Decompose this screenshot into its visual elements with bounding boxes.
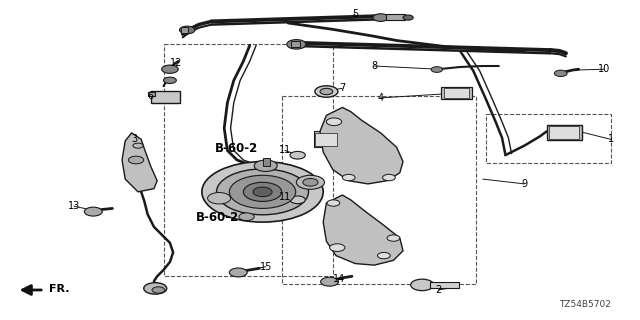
- Circle shape: [254, 160, 277, 172]
- Bar: [486, 114, 611, 163]
- Circle shape: [327, 200, 340, 206]
- Bar: [151, 92, 179, 103]
- Text: 3: 3: [132, 134, 138, 144]
- Circle shape: [290, 196, 305, 204]
- Circle shape: [84, 207, 102, 216]
- Circle shape: [330, 244, 345, 252]
- Text: 11: 11: [279, 146, 291, 156]
- Circle shape: [239, 213, 254, 220]
- Circle shape: [554, 70, 567, 76]
- Circle shape: [315, 86, 338, 97]
- Text: B-60-2: B-60-2: [214, 142, 258, 155]
- Bar: [181, 27, 188, 33]
- Bar: [444, 88, 469, 98]
- Circle shape: [373, 14, 388, 21]
- Circle shape: [253, 187, 272, 197]
- Text: 15: 15: [260, 262, 272, 272]
- Text: 1: 1: [607, 134, 614, 144]
- Bar: [547, 125, 582, 140]
- Circle shape: [320, 88, 333, 95]
- Circle shape: [321, 277, 339, 286]
- Circle shape: [164, 77, 176, 84]
- Circle shape: [383, 174, 396, 181]
- Circle shape: [296, 175, 324, 189]
- Polygon shape: [122, 133, 157, 192]
- Polygon shape: [320, 108, 403, 184]
- Bar: [148, 92, 156, 96]
- Circle shape: [378, 252, 390, 259]
- Circle shape: [403, 15, 413, 20]
- Circle shape: [229, 268, 247, 277]
- Circle shape: [207, 193, 230, 204]
- Bar: [164, 44, 333, 276]
- Circle shape: [287, 40, 306, 49]
- Text: 2: 2: [435, 285, 441, 295]
- Text: 9: 9: [522, 179, 527, 189]
- Circle shape: [229, 175, 296, 208]
- Text: 10: 10: [598, 64, 611, 74]
- Circle shape: [342, 174, 355, 181]
- Bar: [315, 133, 337, 146]
- Circle shape: [431, 67, 443, 72]
- Bar: [442, 87, 472, 99]
- Text: TZ54B5702: TZ54B5702: [559, 300, 611, 309]
- Bar: [282, 96, 476, 284]
- Circle shape: [144, 283, 167, 294]
- Text: 4: 4: [378, 93, 384, 103]
- Circle shape: [179, 26, 195, 34]
- Circle shape: [162, 65, 178, 73]
- Circle shape: [290, 151, 305, 159]
- Text: 14: 14: [333, 275, 346, 284]
- Bar: [262, 158, 270, 166]
- Circle shape: [216, 169, 308, 215]
- Circle shape: [243, 182, 282, 201]
- Text: 12: 12: [170, 58, 182, 68]
- Text: FR.: FR.: [49, 284, 69, 294]
- Text: 8: 8: [371, 61, 378, 71]
- Bar: [549, 126, 579, 139]
- Bar: [291, 41, 300, 47]
- Text: 6: 6: [148, 91, 154, 101]
- Text: 13: 13: [68, 201, 80, 211]
- Bar: [314, 131, 338, 147]
- Circle shape: [303, 179, 318, 186]
- Text: 5: 5: [352, 9, 358, 19]
- Bar: [386, 14, 405, 20]
- Circle shape: [411, 279, 434, 291]
- Circle shape: [152, 287, 165, 293]
- Text: 11: 11: [279, 192, 291, 202]
- Circle shape: [129, 156, 144, 164]
- Text: 7: 7: [339, 83, 346, 93]
- Circle shape: [133, 143, 143, 148]
- Circle shape: [326, 118, 342, 125]
- Circle shape: [202, 162, 323, 222]
- Bar: [430, 282, 459, 288]
- Text: B-60-2: B-60-2: [195, 211, 239, 224]
- Circle shape: [387, 235, 400, 241]
- Polygon shape: [323, 195, 403, 265]
